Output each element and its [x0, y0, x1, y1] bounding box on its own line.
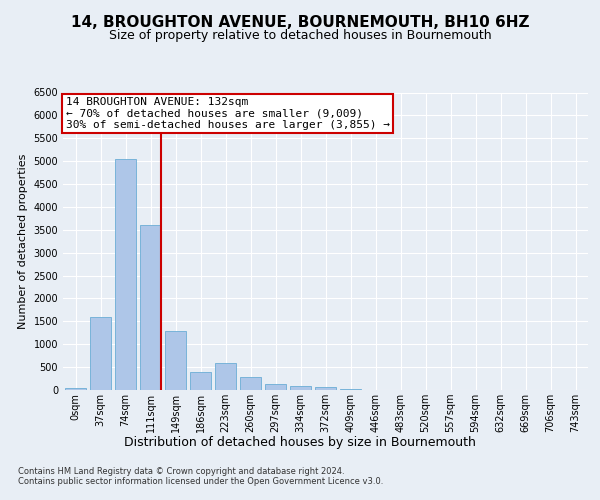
Text: Size of property relative to detached houses in Bournemouth: Size of property relative to detached ho… [109, 28, 491, 42]
Bar [165, 330, 186, 390]
Bar [65, 388, 86, 390]
Bar [215, 362, 236, 390]
Text: Contains public sector information licensed under the Open Government Licence v3: Contains public sector information licen… [18, 476, 383, 486]
Bar [340, 389, 361, 390]
Bar [315, 388, 336, 390]
Bar [190, 372, 211, 390]
Text: 14 BROUGHTON AVENUE: 132sqm
← 70% of detached houses are smaller (9,009)
30% of : 14 BROUGHTON AVENUE: 132sqm ← 70% of det… [65, 97, 389, 130]
Bar [265, 384, 286, 390]
Y-axis label: Number of detached properties: Number of detached properties [18, 154, 28, 329]
Bar [90, 317, 111, 390]
Text: 14, BROUGHTON AVENUE, BOURNEMOUTH, BH10 6HZ: 14, BROUGHTON AVENUE, BOURNEMOUTH, BH10 … [71, 15, 529, 30]
Text: Distribution of detached houses by size in Bournemouth: Distribution of detached houses by size … [124, 436, 476, 449]
Bar [140, 225, 161, 390]
Bar [240, 376, 261, 390]
Text: Contains HM Land Registry data © Crown copyright and database right 2024.: Contains HM Land Registry data © Crown c… [18, 466, 344, 475]
Bar [115, 159, 136, 390]
Bar [290, 386, 311, 390]
